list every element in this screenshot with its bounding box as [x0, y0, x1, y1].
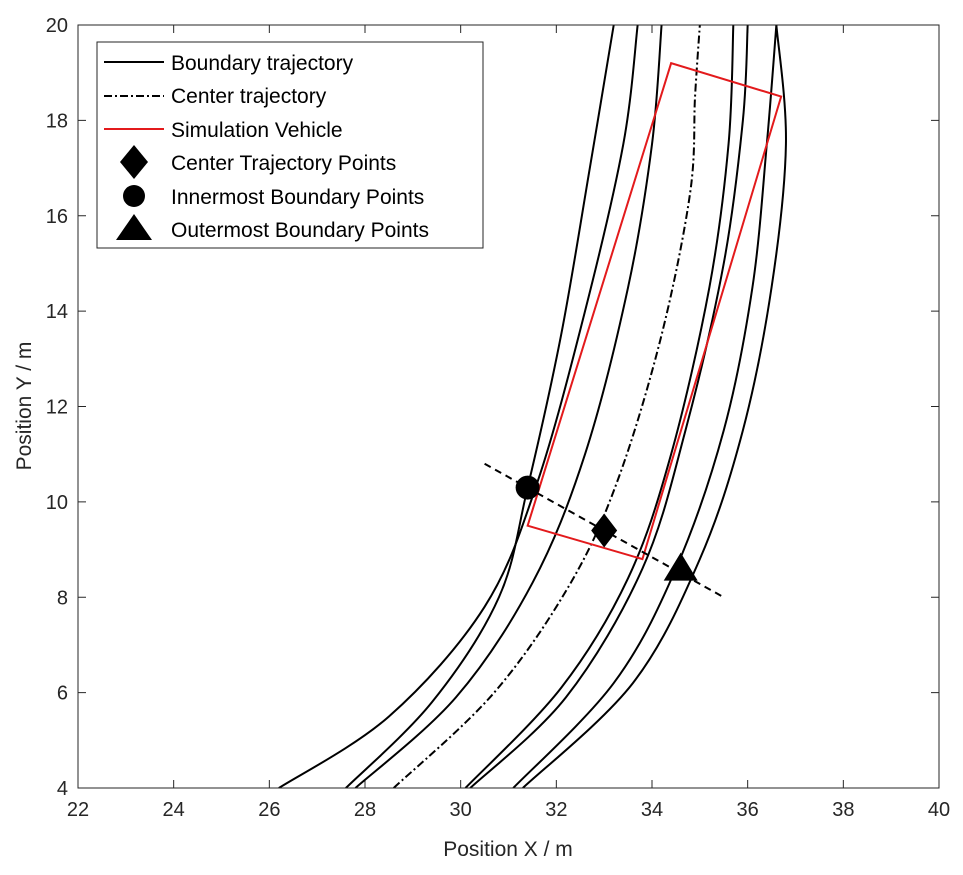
- y-tick-label: 18: [46, 110, 68, 132]
- x-tick-label: 32: [545, 799, 567, 821]
- legend-triangle-marker: [116, 214, 152, 240]
- x-tick-label: 26: [258, 799, 280, 821]
- simulation-vehicle: [526, 61, 783, 561]
- plot-frame: [77, 24, 940, 789]
- legend-label-vehicle: Simulation Vehicle: [171, 119, 343, 142]
- y-tick-label: 14: [46, 301, 68, 323]
- y-tick-label: 4: [57, 778, 68, 800]
- x-tick-label: 28: [354, 799, 376, 821]
- legend: Boundary trajectory Center trajectory Si…: [96, 41, 484, 249]
- y-tick-label: 6: [57, 683, 68, 705]
- legend-diamond-marker: [120, 145, 148, 179]
- y-tick-label: 10: [46, 492, 68, 514]
- tick-labels: 22 24 26 28 30 32 34 36 38 40 4 6 8 10 12 14 16 18 20: [46, 15, 950, 821]
- boundary-trajectory-3: [354, 25, 663, 788]
- center-trajectory-point: [591, 513, 618, 548]
- x-tick-label: 36: [737, 799, 759, 821]
- x-axis-label: Position X / m: [443, 838, 573, 861]
- plot-content: [278, 25, 787, 788]
- y-tick-label: 12: [46, 397, 68, 419]
- legend-label-center-points: Center Trajectory Points: [171, 152, 396, 175]
- y-tick-label: 16: [46, 206, 68, 228]
- boundary-trajectory-4: [464, 25, 735, 788]
- x-tick-label: 22: [67, 799, 89, 821]
- x-tick-label: 38: [832, 799, 854, 821]
- boundary-trajectory-7: [522, 25, 787, 788]
- y-axis-label: Position Y / m: [13, 342, 36, 471]
- x-tick-label: 40: [928, 799, 950, 821]
- legend-box: [96, 41, 484, 249]
- x-tick-label: 30: [450, 799, 472, 821]
- outermost-boundary-point: [663, 552, 698, 581]
- center-trajectory: [393, 25, 701, 788]
- x-tick-label: 34: [641, 799, 663, 821]
- legend-label-boundary: Boundary trajectory: [171, 52, 354, 75]
- legend-label-center: Center trajectory: [171, 85, 327, 108]
- legend-label-outermost-points: Outermost Boundary Points: [171, 219, 429, 242]
- legend-label-innermost-points: Innermost Boundary Points: [171, 186, 424, 209]
- legend-circle-marker: [123, 185, 145, 207]
- x-tick-label: 24: [163, 799, 185, 821]
- y-tick-label: 8: [57, 587, 68, 609]
- boundary-trajectory-2: [345, 25, 615, 788]
- y-tick-label: 20: [46, 15, 68, 37]
- boundary-trajectory-5: [469, 25, 749, 788]
- innermost-boundary-point: [515, 475, 540, 500]
